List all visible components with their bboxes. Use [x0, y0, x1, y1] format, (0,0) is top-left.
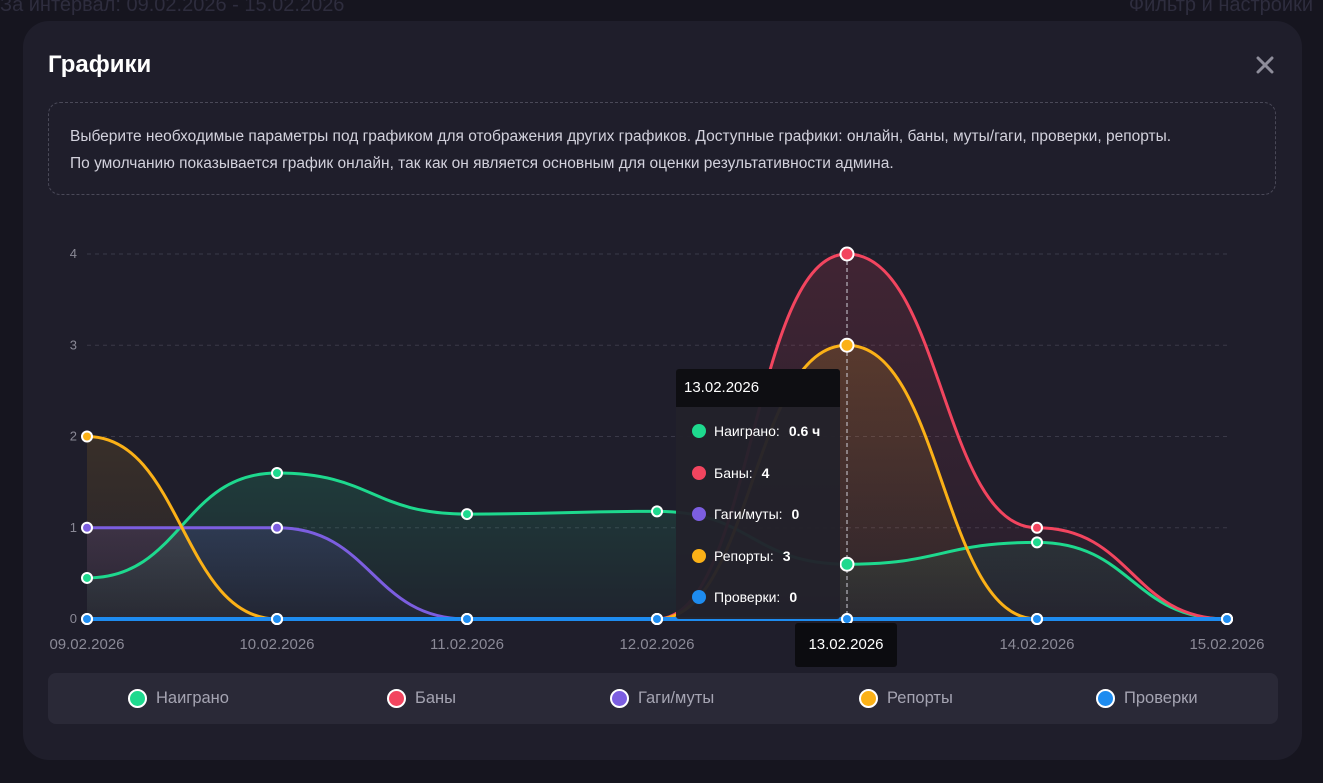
- tooltip-label: Проверки:: [714, 589, 781, 605]
- x-axis-tooltip: 13.02.2026: [795, 623, 897, 667]
- data-point: [461, 613, 473, 625]
- data-point: [1031, 521, 1043, 534]
- legend-label: Репорты: [887, 689, 953, 707]
- data-point: [461, 508, 473, 521]
- background-interval-text: За интервал: 09.02.2026 - 15.02.2026: [0, 0, 345, 16]
- tooltip-row: Репорты: 3: [692, 546, 791, 566]
- tooltip-dot: [692, 424, 706, 438]
- info-line-1: Выберите необходимые параметры под графи…: [70, 128, 1172, 145]
- tooltip-row: Наиграно: 0.6 ч: [692, 421, 820, 441]
- data-point: [271, 521, 283, 534]
- legend-label: Проверки: [1124, 689, 1198, 707]
- background-header: За интервал: 09.02.2026 - 15.02.2026 Фил…: [0, 0, 1323, 40]
- data-point: [81, 430, 93, 443]
- legend-label: Баны: [415, 689, 456, 707]
- tooltip-dot: [692, 548, 706, 563]
- tooltip-label: Наиграно:: [714, 423, 780, 439]
- legend-dot: [1096, 689, 1115, 708]
- tooltip-value: 4: [761, 464, 770, 481]
- x-axis: 09.02.2026 10.02.2026 11.02.2026 12.02.2026…: [49, 636, 1264, 653]
- legend-item[interactable]: Гаги/муты: [610, 673, 714, 724]
- tooltip-dot: [692, 507, 706, 521]
- chart-tooltip: 13.02.2026 Наиграно: 0.6 ч Баны: 4 Гаги/муты…: [676, 369, 840, 619]
- series-area: [87, 345, 1227, 619]
- legend-label: Гаги/муты: [638, 689, 715, 707]
- tooltip-row: Проверки: 0: [692, 587, 797, 607]
- data-point: [839, 556, 855, 572]
- data-point: [81, 521, 93, 534]
- y-tick-label: 3: [70, 337, 77, 352]
- data-point: [1031, 613, 1043, 625]
- tooltip-label: Гаги/муты:: [714, 506, 783, 522]
- tooltip-dot: [692, 465, 706, 480]
- x-tick-label: 11.02.2026: [430, 636, 504, 653]
- close-icon: [1256, 56, 1274, 74]
- legend-item[interactable]: Проверки: [1096, 673, 1198, 724]
- x-tick-label: 14.02.2026: [999, 636, 1074, 653]
- charts-modal: Графики Выберите необходимые параметры п…: [23, 21, 1302, 760]
- y-tick-label: 1: [70, 520, 77, 535]
- tooltip-row: Гаги/муты: 0: [692, 504, 799, 524]
- tooltip-value: 0: [791, 506, 800, 522]
- background-filter-text: Фильтр и настройки: [1128, 0, 1313, 16]
- legend-dot: [128, 689, 147, 708]
- legend-item[interactable]: Репорты: [859, 673, 953, 724]
- legend-dot: [859, 689, 878, 708]
- y-tick-label: 4: [70, 246, 77, 261]
- legend-dot: [610, 689, 629, 708]
- y-tick-label: 0: [70, 611, 77, 626]
- legend-item[interactable]: Наиграно: [128, 673, 229, 724]
- data-point: [839, 337, 855, 353]
- series-area: [87, 527, 1227, 619]
- x-tick-label: 12.02.2026: [619, 636, 694, 653]
- close-button[interactable]: [1251, 51, 1279, 79]
- legend-label: Наиграно: [156, 689, 229, 707]
- x-tick-label: 09.02.2026: [49, 636, 124, 653]
- info-box: Выберите необходимые параметры под графи…: [48, 102, 1276, 195]
- info-line-2: По умолчанию показывается график онлайн,…: [70, 155, 894, 172]
- tooltip-label: Баны:: [714, 464, 753, 481]
- tooltip-label: Репорты:: [714, 547, 774, 564]
- data-point: [651, 505, 663, 518]
- data-point: [1221, 613, 1233, 625]
- y-tick-label: 2: [70, 429, 77, 444]
- data-point: [1031, 536, 1043, 549]
- chart-legend: Наиграно Баны Гаги/муты Репорты Проверки: [48, 673, 1278, 724]
- legend-dot: [387, 689, 406, 708]
- data-point: [271, 467, 283, 479]
- tooltip-value: 0: [789, 589, 798, 605]
- x-tick-label: 15.02.2026: [1189, 636, 1264, 653]
- tooltip-date: 13.02.2026: [676, 369, 840, 407]
- tooltip-value: 3: [782, 547, 791, 564]
- data-point: [81, 613, 93, 625]
- x-tick-label: 10.02.2026: [239, 636, 314, 653]
- modal-title: Графики: [48, 51, 152, 78]
- tooltip-row: Баны: 4: [692, 463, 769, 483]
- legend-item[interactable]: Баны: [387, 673, 456, 724]
- data-point: [81, 571, 93, 584]
- tooltip-dot: [692, 590, 706, 604]
- data-point: [651, 613, 663, 625]
- data-point: [839, 246, 855, 262]
- data-point: [271, 613, 283, 625]
- tooltip-value: 0.6 ч: [788, 423, 821, 439]
